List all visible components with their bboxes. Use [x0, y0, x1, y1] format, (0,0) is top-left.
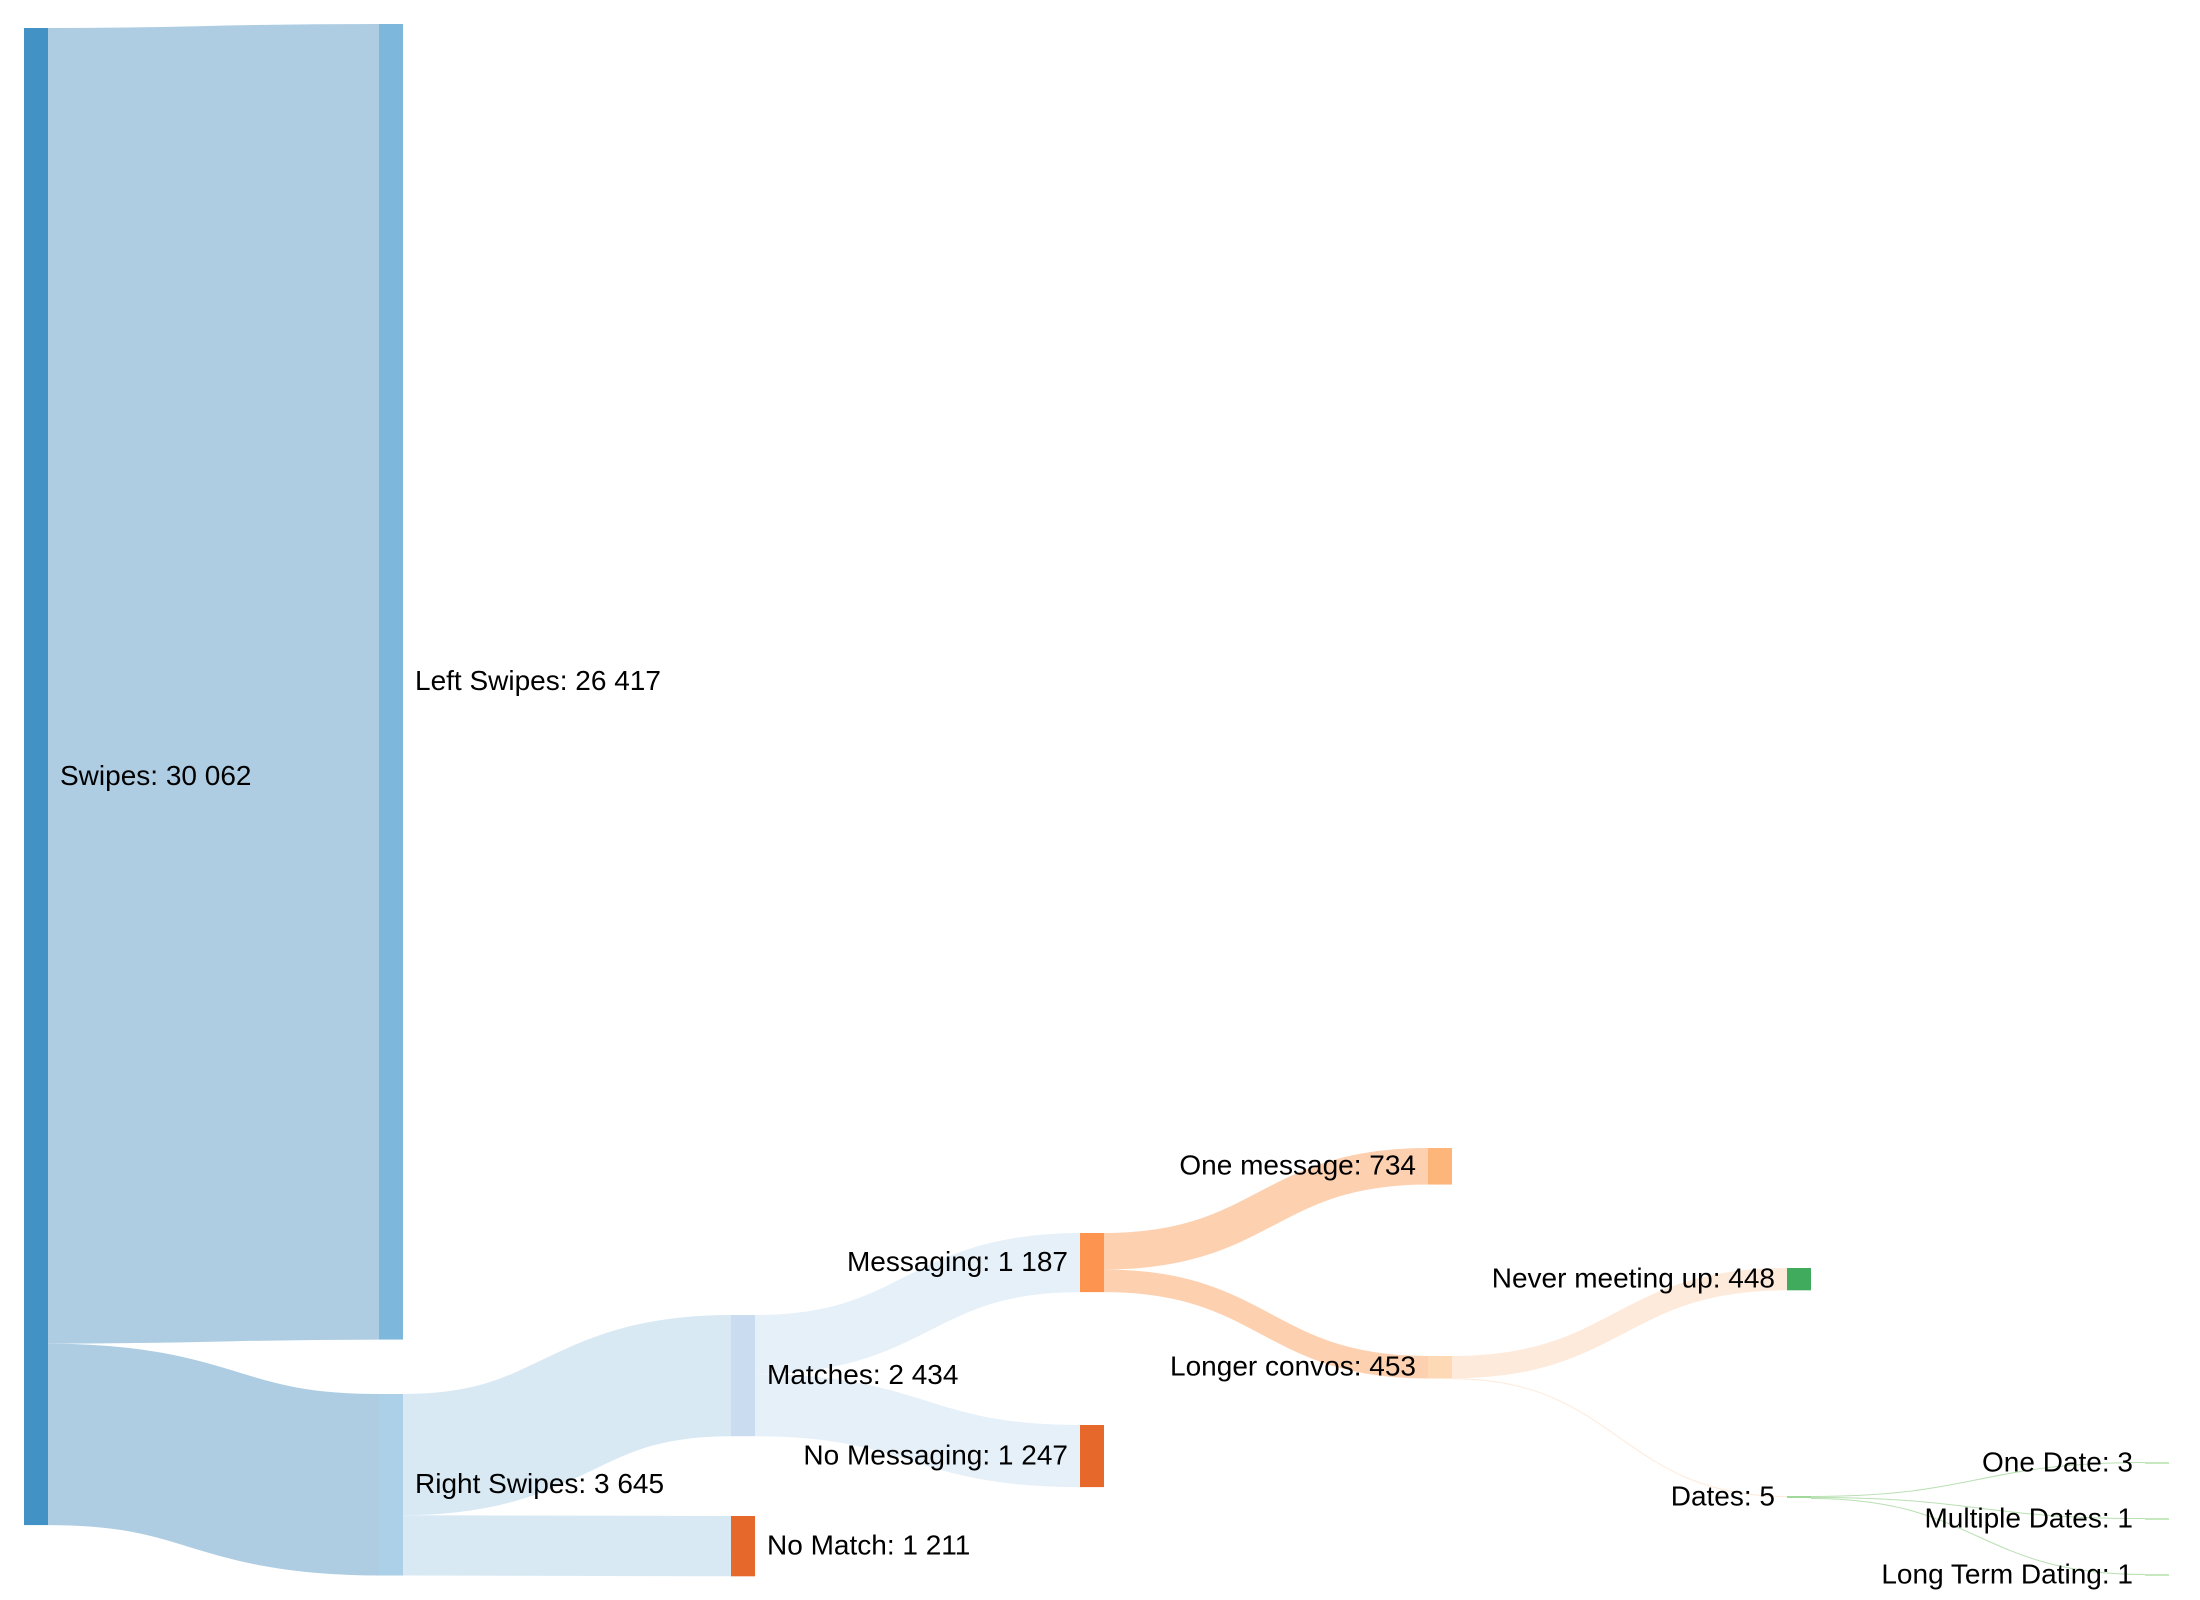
node-multi [2145, 1518, 2169, 1520]
node-label-never: Never meeting up: 448 [1492, 1263, 1775, 1294]
node-right [379, 1394, 403, 1576]
node-onedate [2145, 1462, 2169, 1464]
node-nomatch [731, 1516, 755, 1577]
links-layer [47, 23, 2146, 1577]
node-label-longer: Longer convos: 453 [1170, 1351, 1416, 1382]
node-matches [731, 1315, 755, 1437]
node-longer [1428, 1356, 1452, 1379]
link-matches-to-nomessaging [754, 1374, 1081, 1488]
node-label-right: Right Swipes: 3 645 [415, 1468, 664, 1499]
link-right-to-matches [402, 1315, 732, 1516]
link-matches-to-messaging [754, 1233, 1081, 1375]
link-right-to-nomatch [402, 1515, 732, 1577]
link-messaging-to-longer [1103, 1269, 1429, 1379]
node-messaging [1080, 1233, 1104, 1293]
link-swipes-to-left [47, 23, 380, 1344]
link-messaging-to-onemsg [1103, 1148, 1429, 1270]
node-swipes [24, 28, 48, 1526]
node-label-longterm: Long Term Dating: 1 [1881, 1558, 2133, 1589]
node-left [379, 24, 403, 1340]
node-never [1787, 1268, 1811, 1291]
node-label-multi: Multiple Dates: 1 [1924, 1502, 2133, 1533]
link-longer-to-dates [1451, 1378, 1788, 1497]
node-label-onemsg: One message: 734 [1179, 1150, 1416, 1181]
link-swipes-to-right [47, 1343, 380, 1576]
link-dates-to-multi [1810, 1497, 2146, 1519]
node-label-dates: Dates: 5 [1671, 1480, 1775, 1511]
nodes-layer [24, 24, 2169, 1577]
link-dates-to-onedate [1810, 1462, 2146, 1497]
labels-layer: Swipes: 30 062 Left Swipes: 26 417 Right S… [60, 665, 2133, 1589]
node-longterm [2145, 1574, 2169, 1576]
link-longer-to-never [1451, 1268, 1788, 1379]
node-label-matches: Matches: 2 434 [767, 1359, 958, 1390]
node-label-nomatch: No Match: 1 211 [767, 1530, 970, 1561]
node-onemsg [1428, 1148, 1452, 1185]
node-label-left: Left Swipes: 26 417 [415, 665, 661, 696]
node-label-messaging: Messaging: 1 187 [847, 1246, 1068, 1277]
node-dates [1787, 1496, 1811, 1498]
link-dates-to-longterm [1810, 1498, 2146, 1575]
node-nomessaging [1080, 1425, 1104, 1488]
node-label-nomessaging: No Messaging: 1 247 [803, 1439, 1068, 1470]
node-label-onedate: One Date: 3 [1982, 1446, 2133, 1477]
node-label-swipes: Swipes: 30 062 [60, 760, 251, 791]
